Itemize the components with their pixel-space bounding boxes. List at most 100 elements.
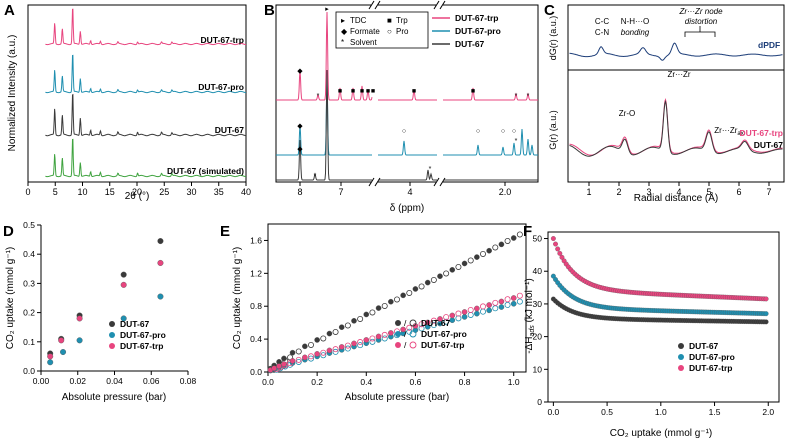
legend-label-tdc: TDC (350, 16, 367, 25)
nmr-curve-0 (443, 87, 538, 101)
annotation-nho: N-H···O (621, 17, 649, 26)
heat-point-DUT-67-pro (763, 311, 769, 317)
adsorption-point-DUT-67 (449, 267, 456, 273)
panel-c-ylabel-top: dG(r) (a.u.) (548, 16, 558, 61)
panel-f-xtick-label: 1.5 (709, 407, 721, 417)
desorption-point-DUT-67-pro (295, 358, 302, 365)
desorption-point-DUT-67-trp (369, 335, 376, 342)
panel-a-frame (27, 4, 247, 183)
nmr-curve-1 (378, 140, 437, 156)
annotation-bonding: bonding (621, 28, 650, 37)
panel-a-letter: A (4, 2, 15, 19)
adsorption-point-DUT-67-pro (449, 317, 456, 324)
panel-a-xtick-label: 30 (186, 187, 196, 197)
adsorption-point-DUT-67 (412, 286, 419, 292)
panel-d-letter: D (3, 223, 14, 240)
nmr-curve-2 (378, 169, 437, 181)
adsorption-point-DUT-67-trp (424, 319, 431, 326)
legend-label-DUT-67-pro: DUT-67-pro (421, 329, 467, 339)
panel-d: D 0.00 0.02 0.04 0.06 0.08 0.0 0.1 0.2 0.3 0.4 0.5… (3, 220, 197, 403)
adsorption-point-DUT-67 (510, 235, 517, 241)
adsorption-point-DUT-67-pro (474, 310, 480, 317)
panel-f-xtick-label: 2.0 (762, 407, 774, 417)
panel-d-xtick-label: 0.00 (33, 376, 50, 386)
panel-c-xtick-label: 7 (766, 187, 771, 197)
panel-f-ytick-label: 10 (533, 364, 543, 374)
panel-f: F 0.0 0.5 1.0 1.5 2.0 0 10 20 30 40 50 CO₂ uptake … (523, 223, 780, 439)
legend-label-DUT-67: DUT-67 (689, 341, 719, 351)
panel-d-xtick-label: 0.04 (106, 376, 123, 386)
adsorption-point-DUT-67-trp (363, 337, 370, 343)
nmr-curve-0 (276, 11, 373, 101)
data-point-DUT-67 (157, 238, 164, 245)
legend-filled-DUT-67-pro (395, 331, 401, 337)
desorption-point-DUT-67-trp (381, 331, 388, 338)
marker-trp: ■ (371, 88, 375, 95)
adsorption-point-DUT-67-trp (314, 351, 320, 357)
panel-b-xtick: 8 (297, 187, 302, 197)
panel-e-xtick-label: 0.0 (262, 377, 274, 387)
adsorption-point-DUT-67-trp (388, 330, 394, 336)
data-point-DUT-67-trp (76, 315, 83, 322)
adsorption-point-DUT-67 (375, 305, 382, 311)
desorption-point-DUT-67-pro (504, 301, 511, 308)
adsorption-point-DUT-67-trp (338, 344, 345, 350)
panel-e-xtick-label: 0.2 (311, 377, 323, 387)
legend-separator: / (404, 340, 407, 350)
desorption-point-DUT-67 (381, 302, 388, 309)
panel-e: E 0.0 0.2 0.4 0.6 0.8 1.0 0.0 0.4 0.8 1.2 1.6 Abso… (220, 223, 527, 403)
data-point-DUT-67-trp (157, 259, 164, 266)
desorption-point-DUT-67-pro (479, 308, 486, 315)
desorption-point-DUT-67-pro (320, 352, 327, 359)
panel-d-xtick-label: 0.08 (180, 376, 197, 386)
panel-c-ylabel-bottom: G(r) (a.u.) (548, 110, 558, 150)
panel-b-xtick: 4 (407, 187, 412, 197)
desorption-point-DUT-67 (295, 348, 302, 355)
legend-open-DUT-67-trp (409, 341, 417, 349)
annotation-zr-zr: Zr···Zr (667, 70, 690, 79)
marker-pro: ○ (402, 128, 406, 135)
adsorption-point-DUT-67 (338, 324, 345, 330)
panel-a-label-dut67: DUT-67 (215, 125, 245, 135)
annotation-zr-zr-ax: Zr···Zrax (714, 126, 743, 137)
desorption-point-DUT-67-pro (418, 325, 425, 332)
legend-marker-DUT-67-pro (109, 332, 115, 338)
panel-d-ylabel: CO₂ uptake (mmol g⁻¹) (5, 247, 16, 350)
panel-a-xtick-label: 0 (25, 187, 30, 197)
panel-b-xtick: 2.0 (499, 187, 512, 197)
legend-separator: / (404, 318, 407, 328)
legend-symbol-tdc: ▸ (341, 16, 345, 25)
adsorption-point-DUT-67 (281, 355, 287, 362)
panel-e-ytick-label: 0.8 (250, 301, 262, 311)
desorption-point-DUT-67-trp (357, 339, 364, 346)
adsorption-point-DUT-67 (461, 260, 468, 267)
marker-solvent: * (515, 93, 518, 100)
desorption-point-DUT-67-trp (443, 314, 450, 321)
adsorption-point-DUT-67-trp (302, 354, 308, 361)
marker-pro: ○ (476, 128, 480, 135)
panel-c-xtick-label: 3 (646, 187, 651, 197)
marker-formate: ◆ (297, 68, 303, 75)
marker-formate: ◆ (297, 146, 303, 153)
desorption-point-DUT-67 (357, 315, 364, 322)
adsorption-point-DUT-67-trp (400, 326, 406, 333)
desorption-point-DUT-67-pro (369, 338, 376, 345)
adsorption-point-DUT-67 (400, 292, 406, 299)
desorption-point-DUT-67 (418, 283, 425, 290)
adsorption-point-DUT-67-trp (498, 298, 505, 305)
desorption-point-DUT-67-pro (406, 328, 413, 335)
legend-label-formate: Formate (350, 27, 380, 36)
legend-marker-DUT-67 (109, 321, 115, 327)
marker-solvent: * (515, 138, 518, 145)
nmr-curve-2 (276, 69, 372, 181)
legend-marker-DUT-67-pro (678, 354, 684, 360)
marker-solvent: * (317, 93, 320, 100)
desorption-point-DUT-67-trp (344, 342, 351, 349)
desorption-point-DUT-67-trp (430, 317, 437, 324)
legend-label-DUT-67: DUT-67 (421, 318, 451, 328)
legend-symbol-pro: ○ (387, 27, 392, 36)
legend-symbol-solvent: * (341, 38, 344, 47)
legend-filled-DUT-67 (395, 320, 401, 326)
desorption-point-DUT-67 (467, 257, 474, 264)
desorption-point-DUT-67-trp (320, 349, 327, 356)
